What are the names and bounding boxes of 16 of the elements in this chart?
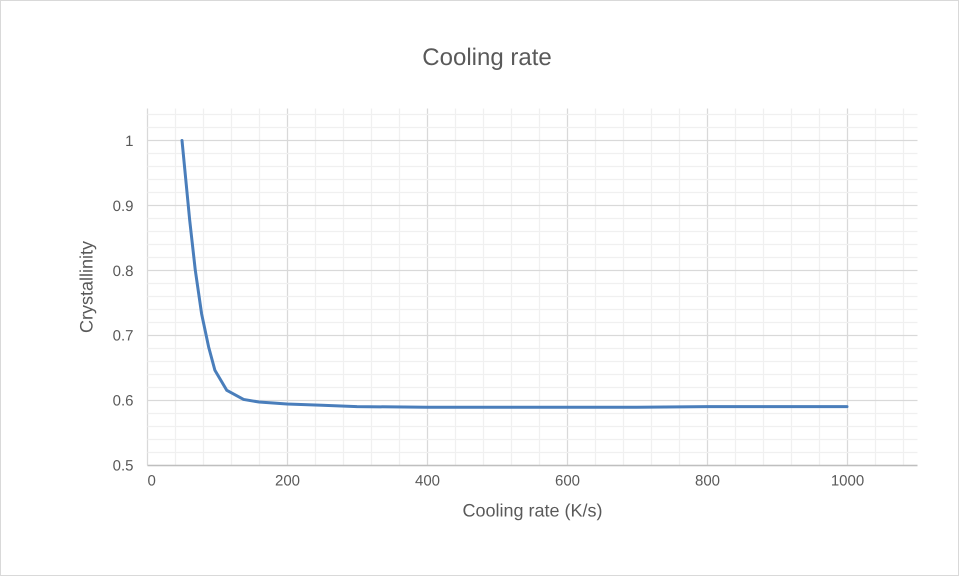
y-tick-label: 1 [125,132,134,150]
y-tick-label: 0.9 [112,198,134,215]
chart-title: Cooling rate [422,44,552,71]
y-axis-title: Crystallinity [76,240,97,334]
y-tick-label: 0.7 [112,328,134,345]
x-tick-label: 600 [554,472,580,490]
x-tick-label: 800 [694,472,720,490]
y-tick-label: 0.6 [112,392,134,410]
y-tick-label: 0.5 [112,458,134,474]
x-axis-title: Cooling rate (K/s) [462,500,603,520]
line-series [180,138,848,409]
x-tick-label: 400 [414,472,440,490]
x-tick-label: 200 [274,472,300,490]
x-tick-label: 0 [148,472,156,490]
y-tick-label: 0.8 [112,262,134,280]
x-tick-label: 1000 [830,472,864,490]
